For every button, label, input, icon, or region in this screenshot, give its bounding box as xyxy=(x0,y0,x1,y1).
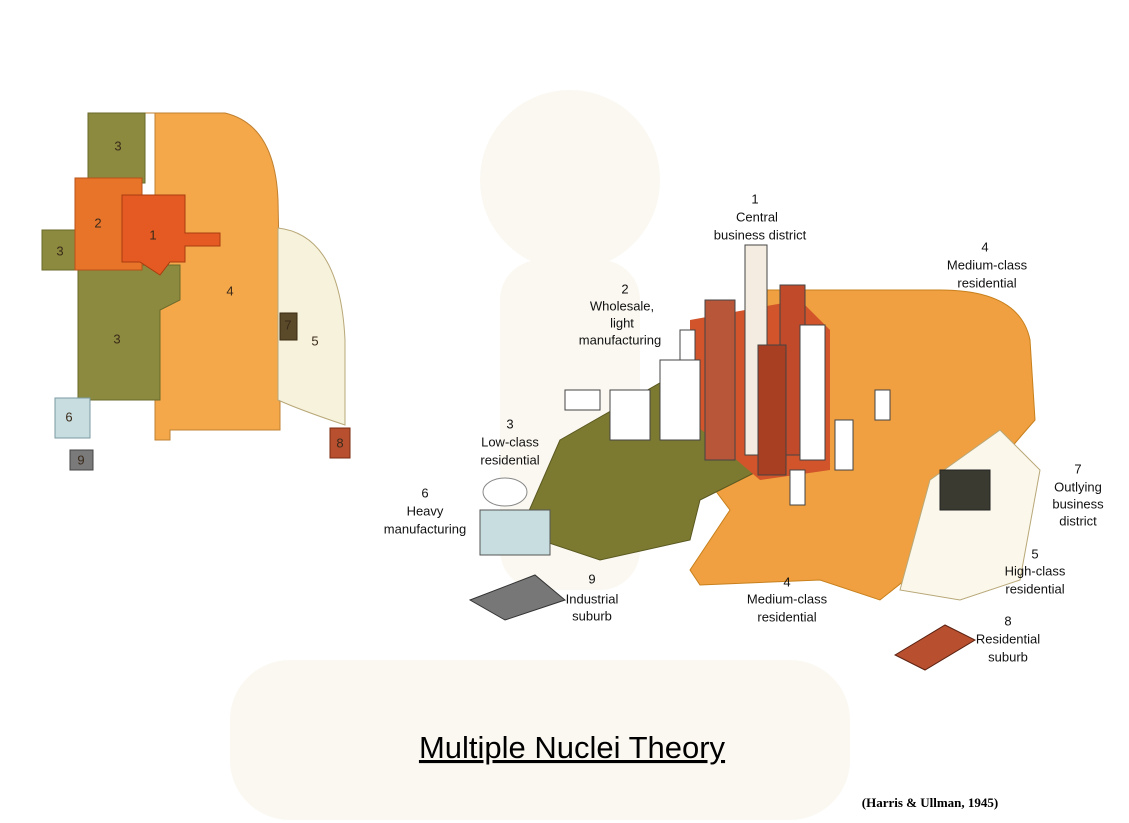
label-text: manufacturing xyxy=(384,521,466,536)
map-label: 8 xyxy=(336,435,343,450)
label-text: suburb xyxy=(572,608,612,623)
map-label: 7 xyxy=(284,317,291,332)
label-number: 8 xyxy=(1004,613,1011,628)
label-text: residential xyxy=(757,609,816,624)
map-label: 3 xyxy=(56,243,63,258)
map-label: 9 xyxy=(77,452,84,467)
label-text: Low-class xyxy=(481,434,539,449)
label-text: business district xyxy=(714,227,807,242)
label-text: district xyxy=(1059,513,1097,528)
label-number: 9 xyxy=(588,571,595,586)
label-text: business xyxy=(1052,496,1104,511)
heavy-manufacturing xyxy=(480,510,550,555)
label-number: 7 xyxy=(1074,461,1081,476)
citation: (Harris & Ullman, 1945) xyxy=(862,795,998,810)
slide: 3 2 1 3 4 3 7 5 6 9 8 xyxy=(0,0,1129,823)
label-text: manufacturing xyxy=(579,332,661,347)
label-text: residential xyxy=(480,452,539,467)
map-label: 6 xyxy=(65,409,72,424)
label-text: Wholesale, xyxy=(590,298,654,313)
map-label: 1 xyxy=(149,227,156,242)
label-text: residential xyxy=(957,275,1016,290)
label-number: 4 xyxy=(981,239,988,254)
label-number: 1 xyxy=(751,191,758,206)
map-label: 2 xyxy=(94,215,101,230)
label-number: 5 xyxy=(1031,546,1038,561)
label-text: suburb xyxy=(988,649,1028,664)
label-text: Medium-class xyxy=(947,257,1028,272)
label-text: Heavy xyxy=(407,503,444,518)
label-text: residential xyxy=(1005,581,1064,596)
label-text: High-class xyxy=(1005,563,1066,578)
map-label: 3 xyxy=(113,331,120,346)
label-text: Central xyxy=(736,209,778,224)
map-label: 5 xyxy=(311,333,318,348)
label-text: light xyxy=(610,315,634,330)
label-text: Medium-class xyxy=(747,591,828,606)
map-label: 4 xyxy=(226,283,233,298)
smoke xyxy=(483,478,527,506)
label-number: 2 xyxy=(621,281,628,296)
map-label: 3 xyxy=(114,138,121,153)
label-number: 4 xyxy=(783,574,790,589)
label-text: Outlying xyxy=(1054,479,1102,494)
label-text: Industrial xyxy=(566,591,619,606)
label-number: 6 xyxy=(421,485,428,500)
title: Multiple Nuclei Theory xyxy=(419,730,726,765)
label-text: Residential xyxy=(976,631,1040,646)
label-number: 3 xyxy=(506,416,513,431)
outlying-district xyxy=(940,470,990,510)
